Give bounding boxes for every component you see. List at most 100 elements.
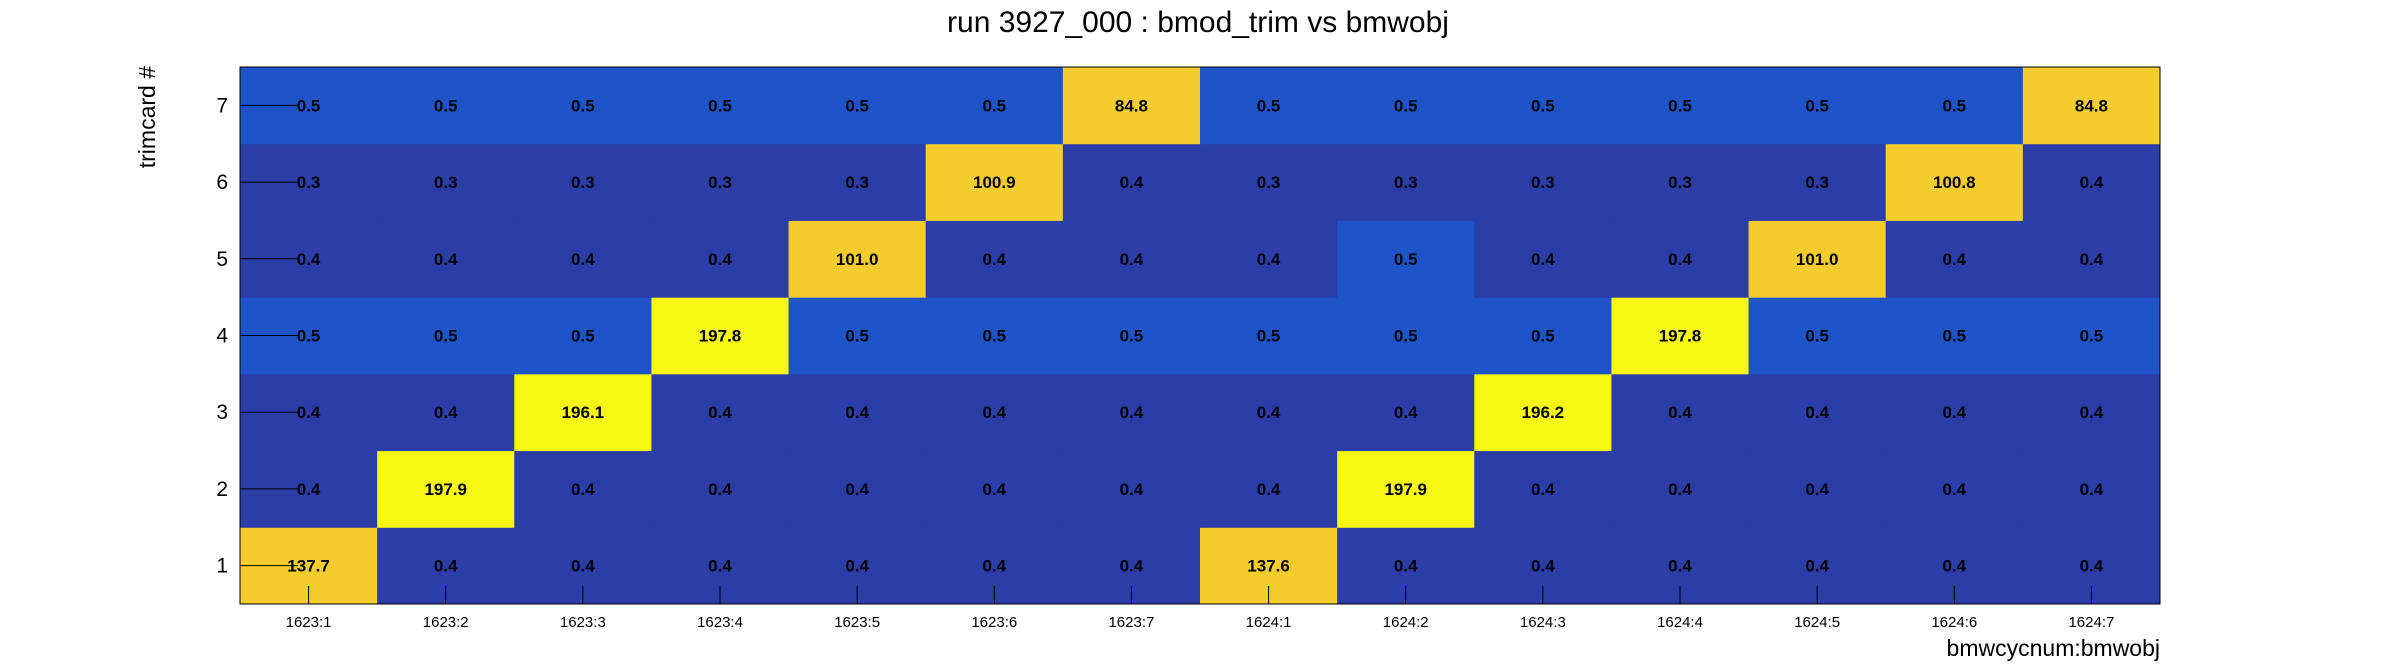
cell-value-label: 0.5 [1531, 327, 1555, 346]
cell-value-label: 0.4 [1394, 403, 1418, 422]
cell-value-label: 0.4 [434, 250, 458, 269]
heatmap-cell [1611, 373, 1750, 452]
heatmap-cell [1474, 220, 1612, 298]
cell-value-label: 0.5 [1942, 96, 1966, 115]
cell-value-label: 197.9 [1384, 480, 1427, 499]
cell-value-label: 0.5 [571, 327, 595, 346]
x-tick-label: 1623:4 [697, 614, 743, 631]
heatmap-cell [651, 297, 790, 375]
heatmap-cell [1885, 297, 2024, 375]
heatmap-cell [1474, 297, 1612, 375]
cell-value-label: 0.5 [434, 96, 458, 115]
cell-value-label: 0.4 [1668, 480, 1692, 499]
cell-value-label: 0.3 [708, 173, 732, 192]
cell-value-label: 0.4 [434, 557, 458, 576]
cell-value-label: 0.4 [571, 250, 595, 269]
y-tick-label: 6 [216, 171, 228, 194]
cell-value-label: 0.5 [1942, 327, 1966, 346]
cell-value-label: 137.7 [287, 557, 330, 576]
heatmap-cell [514, 67, 652, 145]
cell-value-label: 0.3 [1805, 173, 1829, 192]
heatmap-cell [788, 297, 927, 375]
x-tick-label: 1623:6 [971, 614, 1017, 631]
heatmap-cell [651, 373, 790, 452]
cell-value-label: 0.4 [1531, 557, 1555, 576]
cell-value-label: 101.0 [836, 250, 879, 269]
cell-value-label: 196.1 [562, 403, 605, 422]
heatmap-cell [377, 67, 515, 145]
cell-value-label: 0.5 [1394, 327, 1418, 346]
heatmap-cell [651, 220, 790, 298]
cell-value-label: 0.5 [982, 327, 1006, 346]
cell-value-label: 0.3 [297, 173, 321, 192]
cell-value-label: 0.4 [1942, 250, 1966, 269]
cell-value-label: 0.4 [2080, 403, 2104, 422]
cell-value-label: 137.6 [1247, 557, 1290, 576]
heatmap-cell [788, 67, 927, 145]
x-tick-label: 1623:5 [834, 614, 880, 631]
cell-value-label: 197.8 [699, 327, 742, 346]
cell-value-label: 0.3 [434, 173, 458, 192]
cell-value-label: 0.5 [297, 327, 321, 346]
heatmap-cell [1885, 220, 2024, 298]
y-tick-label: 3 [216, 401, 228, 424]
heatmap-cell [1200, 143, 1338, 221]
cell-value-label: 0.4 [708, 480, 732, 499]
heatmap-cell [1748, 373, 1887, 452]
heatmap-cell [1885, 143, 2024, 221]
chart-title: run 3927_000 : bmod_trim vs bmwobj [947, 6, 1449, 39]
heatmap-cell [1748, 220, 1887, 298]
axes: 1 2 3 4 5 6 7 1623:1 1623:2 1623:3 1623:4 1623:5 162… [216, 66, 2161, 631]
cell-value-label: 0.4 [1942, 557, 1966, 576]
cell-value-label: 0.4 [1120, 173, 1144, 192]
cell-value-label: 0.4 [297, 250, 321, 269]
heatmap-cell [1062, 297, 1201, 375]
heatmap-cells [240, 67, 2161, 605]
heatmap-cell [925, 143, 1064, 221]
heatmap-cell [1885, 67, 2024, 145]
y-tick-label: 5 [216, 248, 228, 271]
cell-value-label: 0.4 [1942, 403, 1966, 422]
cell-value-label: 0.3 [1531, 173, 1555, 192]
x-tick-label: 1623:3 [560, 614, 606, 631]
x-tick-label: 1623:1 [286, 614, 332, 631]
heatmap-cell [377, 373, 515, 452]
cell-value-label: 100.8 [1933, 173, 1976, 192]
y-tick-label: 2 [216, 478, 228, 501]
cell-value-label: 0.4 [1394, 557, 1418, 576]
x-tick-label: 1623:2 [423, 614, 469, 631]
heatmap-cell [1474, 373, 1612, 452]
heatmap-cell [788, 450, 927, 528]
heatmap-cell [1611, 220, 1750, 298]
heatmap-cell [1885, 450, 2024, 528]
heatmap-cell [788, 220, 927, 298]
heatmap-cell [1062, 373, 1201, 452]
x-tick-label: 1624:5 [1794, 614, 1840, 631]
heatmap-cell [1748, 143, 1887, 221]
cell-value-label: 0.4 [1942, 480, 1966, 499]
heatmap-cell [377, 297, 515, 375]
cell-value-label: 0.3 [1394, 173, 1418, 192]
cell-value-label: 0.4 [982, 403, 1006, 422]
cell-value-label: 0.5 [1805, 327, 1829, 346]
heatmap-cell [514, 450, 652, 528]
cell-value-label: 101.0 [1796, 250, 1839, 269]
heatmap-cell [1337, 373, 1475, 452]
heatmap-cell [1200, 220, 1338, 298]
cell-value-label: 0.4 [1257, 480, 1281, 499]
cell-value-label: 0.5 [2080, 327, 2104, 346]
heatmap-cell [925, 297, 1064, 375]
cell-value-label: 0.4 [434, 403, 458, 422]
heatmap-cell [1748, 450, 1887, 528]
heatmap-cell [2022, 373, 2161, 452]
cell-value-label: 0.4 [297, 403, 321, 422]
heatmap-cell [514, 297, 652, 375]
heatmap-cell [651, 450, 790, 528]
heatmap-cell [2022, 220, 2161, 298]
heatmap-cell [1474, 67, 1612, 145]
heatmap-cell [1337, 297, 1475, 375]
cell-value-label: 0.5 [708, 96, 732, 115]
cell-value-label: 0.4 [708, 250, 732, 269]
cell-value-label: 0.4 [1531, 250, 1555, 269]
